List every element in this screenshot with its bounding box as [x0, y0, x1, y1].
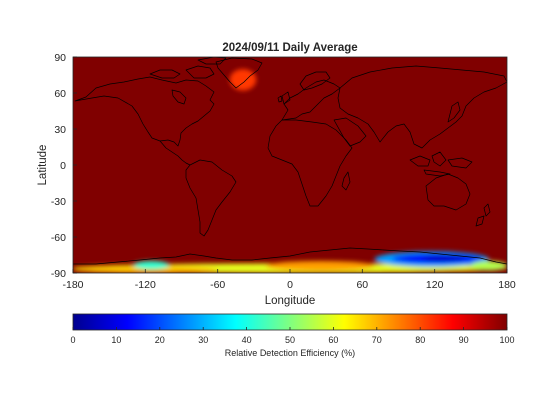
heatmap-region [265, 261, 375, 271]
coastline-antarctica [73, 247, 507, 265]
coastline-europe [281, 79, 341, 121]
colorbar-tick-label: 80 [415, 335, 425, 345]
coastline-indonesia [409, 151, 473, 177]
colorbar-tick-label: 70 [372, 335, 382, 345]
colorbar-tick-label: 60 [328, 335, 338, 345]
coastline-south-america [185, 159, 237, 237]
y-tick-label: 30 [54, 124, 66, 136]
y-tick-label: -60 [51, 232, 66, 244]
heatmap-region [422, 256, 465, 261]
heatmap-region [229, 69, 257, 91]
x-tick-label: -60 [210, 279, 225, 291]
heatmap-region [470, 261, 507, 271]
colorbar-tick-label: 20 [155, 335, 165, 345]
coastline-hudson-bay [171, 89, 187, 105]
y-tick-label: -90 [51, 268, 66, 280]
y-tick-label: 90 [54, 52, 66, 64]
heatmap-region [133, 261, 170, 270]
coastline-asia [337, 65, 507, 149]
y-axis: 90 60 30 0 -30 -60 -90 Latitude [37, 52, 77, 280]
chart-title: 2024/09/11 Daily Average [222, 42, 357, 54]
coastline-africa [267, 119, 353, 207]
colorbar-label: Relative Detection Efficiency (%) [225, 348, 355, 358]
x-tick-label: -120 [135, 279, 156, 291]
colorbar-tick-label: 40 [242, 335, 252, 345]
coastline-north-america [74, 76, 215, 147]
coastline-australia [425, 173, 471, 211]
colorbar-tick-label: 0 [70, 335, 75, 345]
y-tick-label: 0 [60, 160, 66, 172]
colorbar-tick-label: 10 [111, 335, 121, 345]
coastline-japan [447, 101, 461, 123]
coastline-arctic-islands [149, 57, 227, 79]
y-tick-label: 60 [54, 88, 66, 100]
colorbar-tick-label: 50 [285, 335, 295, 345]
y-axis-label: Latitude [37, 145, 49, 186]
colorbar: 0 10 20 30 40 50 60 70 80 90 100 Relativ… [70, 313, 515, 358]
x-axis-label: Longitude [265, 295, 316, 307]
plot-area [72, 56, 508, 274]
coastline-madagascar [341, 171, 351, 191]
x-tick-label: 120 [426, 279, 444, 291]
coastline-arabia [333, 117, 367, 147]
colorbar-tick-label: 30 [198, 335, 208, 345]
x-tick-label: 0 [287, 279, 293, 291]
x-tick-label: 180 [498, 279, 516, 291]
coastline-scandinavia [299, 71, 331, 91]
coastline-new-zealand [475, 203, 491, 227]
x-axis: -180 -120 -60 0 60 120 180 Longitude [62, 269, 516, 307]
heatmap-background [73, 57, 507, 273]
y-tick-label: -30 [51, 196, 66, 208]
colorbar-ticks [72, 327, 508, 330]
coastline-greenland [215, 57, 263, 89]
heatmap-regions [73, 69, 507, 273]
colorbar-tick-label: 100 [499, 335, 514, 345]
coastline-central-america [159, 140, 191, 166]
x-tick-label: 60 [356, 279, 368, 291]
x-tick-label: -180 [62, 279, 83, 291]
coastlines [73, 57, 507, 265]
coastline-british-isles [277, 91, 291, 105]
colorbar-tick-label: 90 [459, 335, 469, 345]
